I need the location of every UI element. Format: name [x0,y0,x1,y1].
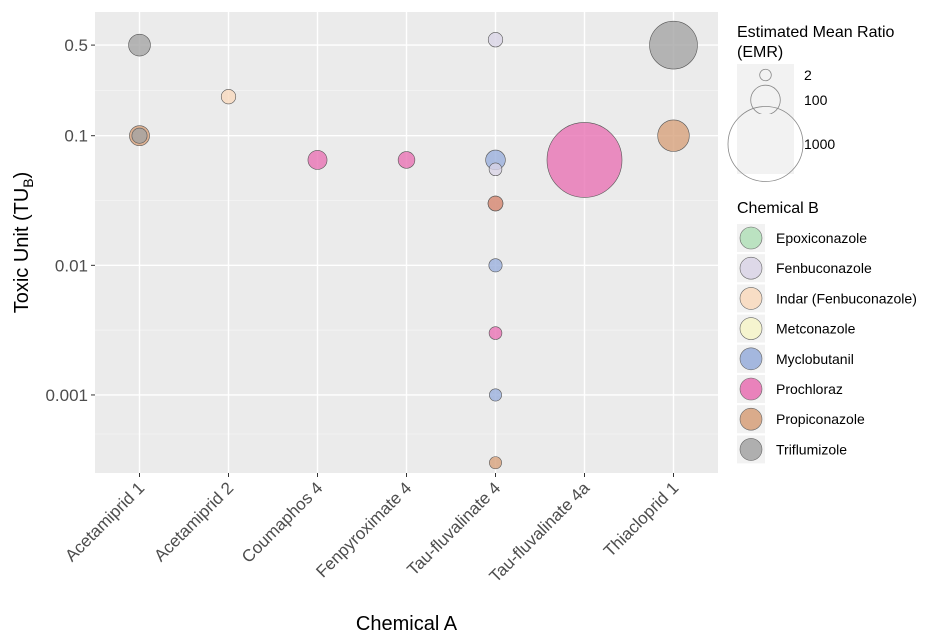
color-legend-label: Metconazole [776,321,856,337]
size-legend-title: Estimated Mean Ratio [737,24,895,41]
color-legend-key [739,287,763,310]
color-legend-key [739,226,763,250]
size-legend-label: 1000 [804,136,835,152]
data-point [489,456,502,470]
color-legend-key [739,377,763,401]
size-legend-label: 2 [804,67,812,83]
x-tick-label: Thiacloprid 1 [600,478,682,560]
size-legend-key [759,68,772,82]
data-point [397,151,416,169]
color-legend-key [739,347,763,371]
x-tick-label: Acetamiprid 2 [150,478,237,565]
color-legend: Chemical B Epoxiconazole Fenbuconazole Ind… [737,200,917,464]
color-legend-label: Triflumizole [776,441,847,457]
data-point [649,20,698,70]
plot-area [95,12,718,473]
data-point [489,388,502,402]
data-point [488,162,503,177]
color-legend-label: Propiconazole [776,411,865,427]
data-point [220,89,237,105]
y-axis-title-close: ) [11,172,33,179]
data-point [488,326,503,340]
y-tick-label: 0.5 [64,36,88,55]
data-point [487,32,504,48]
color-legend-key [739,407,763,431]
data-point [657,119,690,152]
color-legend-key [739,438,763,461]
color-legend-label: Prochloraz [776,381,843,397]
x-tick-label: Fenpyroximate 4 [312,478,415,581]
data-point [546,122,623,198]
y-tick-label: 0.001 [45,386,88,405]
data-point [307,150,328,170]
data-point [488,258,503,273]
size-legend-key [727,106,804,182]
x-axis-title: Chemical A [356,613,458,635]
x-tick-label: Acetamiprid 1 [61,478,148,565]
x-tick-label: Coumaphos 4 [238,478,326,566]
y-axis-title-main: Toxic Unit (TU [11,188,33,314]
size-legend-key-bg [737,114,794,174]
y-axis-title-subscript: B [20,178,36,187]
y-tick-label: 0.01 [55,256,88,275]
color-legend-key [739,317,763,340]
color-legend-label: Epoxiconazole [776,230,867,246]
color-legend-label: Myclobutanil [776,351,854,367]
color-legend-label: Fenbuconazole [776,260,872,276]
y-axis-title: Toxic Unit (TUB) [11,172,36,314]
color-legend-title: Chemical B [737,200,819,217]
size-legend-title-line2: (EMR) [737,44,783,61]
color-legend-label: Indar (Fenbuconazole) [776,290,917,306]
color-legend-key [739,256,763,280]
size-legend-key-bg [737,86,794,114]
data-point [131,127,148,144]
x-tick-label: Tau-fluvalinate 4 [403,478,504,579]
data-point [128,33,151,57]
size-legend-key-bg [737,64,794,86]
size-legend-label: 100 [804,92,828,108]
data-point [487,195,504,212]
size-legend: Estimated Mean Ratio (EMR) 2 100 1000 [727,24,895,182]
y-tick-label: 0.1 [64,127,88,146]
